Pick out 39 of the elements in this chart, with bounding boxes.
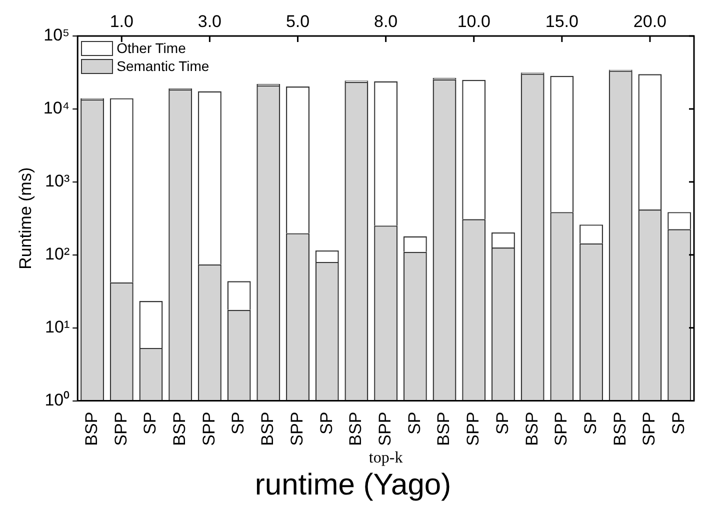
x-tick-label: SP <box>316 412 336 434</box>
text: 15.0 <box>545 12 578 32</box>
x-tick-label: BSP <box>522 412 542 446</box>
x-tick-label: SP <box>669 412 688 434</box>
text: 10.0 <box>457 12 490 32</box>
text: Other Time <box>116 39 186 57</box>
y-tick-label: 10² <box>45 244 70 264</box>
x-tick-label: BSP <box>170 412 190 446</box>
y-tick-label: 10¹ <box>45 318 70 337</box>
x-tick-label: SPP <box>287 412 306 446</box>
y-tick-label: 10⁴ <box>43 98 70 118</box>
text: 5.0 <box>286 12 310 32</box>
x-tick-label: BSP <box>258 412 278 446</box>
x-tick-label: SPP <box>464 412 483 446</box>
x-tick-label: SPP <box>111 412 130 446</box>
x-tick-label: BSP <box>610 412 630 446</box>
x-tick-label: SPP <box>640 412 659 446</box>
x-tick-label: SP <box>404 412 424 434</box>
text: runtime (Yago) <box>254 468 452 502</box>
text: 3.0 <box>198 12 222 32</box>
x-tick-label: SP <box>140 412 160 434</box>
y-tick-label: 10³ <box>45 172 70 191</box>
text: 1.0 <box>110 12 134 32</box>
x-tick-label: SP <box>580 412 600 434</box>
x-axis-title: top-k <box>368 450 403 467</box>
x-tick-label: SP <box>228 412 248 434</box>
text: 8.0 <box>374 12 398 32</box>
y-axis-title: Runtime (ms) <box>16 167 35 270</box>
x-tick-label: SPP <box>199 412 218 446</box>
legend-label: Semantic Time <box>116 57 210 75</box>
x-tick-label: SPP <box>375 412 394 446</box>
text: 20.0 <box>633 12 667 32</box>
y-tick-label: 10⁰ <box>44 390 70 410</box>
x-tick-label: BSP <box>346 412 366 446</box>
x-tick-label: BSP <box>82 412 101 446</box>
x-tick-label: SP <box>492 412 512 434</box>
x-tick-label: BSP <box>434 412 454 446</box>
y-tick-label: 10⁵ <box>44 26 70 45</box>
x-tick-label: SPP <box>552 412 571 446</box>
